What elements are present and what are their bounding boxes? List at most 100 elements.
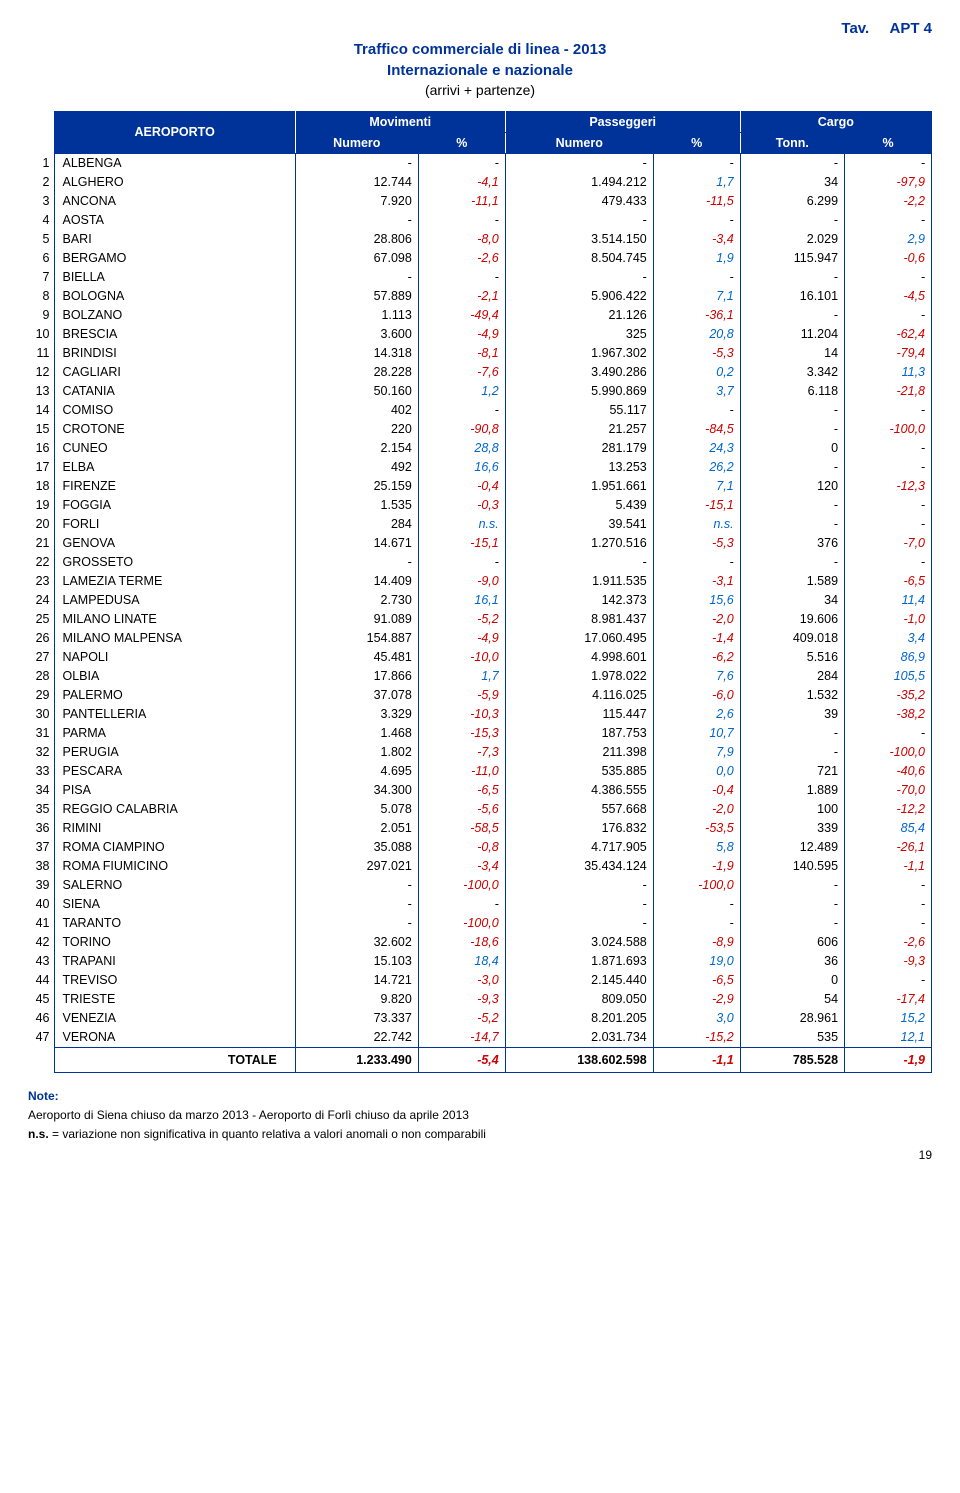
total-pax-pct: -1,1: [653, 1047, 740, 1072]
row-index: 6: [28, 249, 54, 268]
mov-num: 17.866: [295, 667, 418, 686]
row-index: 18: [28, 477, 54, 496]
cargo-pct: -: [845, 458, 932, 477]
pax-num: -: [505, 268, 653, 287]
table-row: 42TORINO32.602-18,63.024.588-8,9606-2,6: [28, 933, 932, 952]
cargo-pct: -: [845, 553, 932, 572]
table-body: 1ALBENGA------2ALGHERO12.744-4,11.494.21…: [28, 153, 932, 1072]
cargo-num: 5.516: [740, 648, 844, 667]
table-row: 17ELBA49216,613.25326,2--: [28, 458, 932, 477]
cargo-pct: -2,2: [845, 192, 932, 211]
row-index: 7: [28, 268, 54, 287]
title-line3: (arrivi + partenze): [28, 81, 932, 101]
row-index: 26: [28, 629, 54, 648]
pax-num: 5.990.869: [505, 382, 653, 401]
cargo-num: 6.299: [740, 192, 844, 211]
mov-pct: -7,6: [418, 363, 505, 382]
cargo-pct: -: [845, 914, 932, 933]
mov-pct: -90,8: [418, 420, 505, 439]
title-line1: Traffico commerciale di linea - 2013: [28, 39, 932, 60]
title-block: Traffico commerciale di linea - 2013 Int…: [28, 39, 932, 101]
mov-pct: n.s.: [418, 515, 505, 534]
airport-name: TREVISO: [54, 971, 295, 990]
airport-name: GENOVA: [54, 534, 295, 553]
cargo-num: 535: [740, 1028, 844, 1048]
table-row: 32PERUGIA1.802-7,3211.3987,9--100,0: [28, 743, 932, 762]
pax-num: 8.981.437: [505, 610, 653, 629]
table-row: 23LAMEZIA TERME14.409-9,01.911.535-3,11.…: [28, 572, 932, 591]
airport-name: MILANO MALPENSA: [54, 629, 295, 648]
col-movimenti: Movimenti: [295, 111, 505, 132]
mov-num: 3.329: [295, 705, 418, 724]
pax-num: 281.179: [505, 439, 653, 458]
cargo-num: -: [740, 268, 844, 287]
cargo-pct: -: [845, 211, 932, 230]
mov-pct: -49,4: [418, 306, 505, 325]
mov-pct: 28,8: [418, 439, 505, 458]
row-index: 10: [28, 325, 54, 344]
airport-name: CROTONE: [54, 420, 295, 439]
cargo-num: -: [740, 553, 844, 572]
mov-pct: -2,1: [418, 287, 505, 306]
table-row: 31PARMA1.468-15,3187.75310,7--: [28, 724, 932, 743]
cargo-pct: -35,2: [845, 686, 932, 705]
pax-pct: 19,0: [653, 952, 740, 971]
tav-label: Tav.: [841, 20, 869, 37]
mov-num: 35.088: [295, 838, 418, 857]
airport-name: CAGLIARI: [54, 363, 295, 382]
table-row: 11BRINDISI14.318-8,11.967.302-5,314-79,4: [28, 344, 932, 363]
total-cargo-pct: -1,9: [845, 1047, 932, 1072]
mov-pct: -15,3: [418, 724, 505, 743]
cargo-num: 12.489: [740, 838, 844, 857]
cargo-num: 34: [740, 591, 844, 610]
mov-pct: -: [418, 153, 505, 173]
tav-code: APT 4: [889, 20, 932, 37]
ns-abbrev: n.s.: [28, 1127, 49, 1141]
ns-def: = variazione non significativa in quanto…: [49, 1127, 486, 1141]
pax-num: 13.253: [505, 458, 653, 477]
airport-name: CATANIA: [54, 382, 295, 401]
airport-name: VENEZIA: [54, 1009, 295, 1028]
cargo-pct: 15,2: [845, 1009, 932, 1028]
mov-pct: 16,1: [418, 591, 505, 610]
cargo-num: 36: [740, 952, 844, 971]
mov-num: -: [295, 914, 418, 933]
cargo-num: 721: [740, 762, 844, 781]
row-index: 19: [28, 496, 54, 515]
mov-num: 73.337: [295, 1009, 418, 1028]
cargo-num: 54: [740, 990, 844, 1009]
cargo-num: 1.532: [740, 686, 844, 705]
pax-pct: -: [653, 895, 740, 914]
pax-num: 325: [505, 325, 653, 344]
col-cargo: Cargo: [740, 111, 931, 132]
cargo-num: 1.889: [740, 781, 844, 800]
pax-pct: 1,9: [653, 249, 740, 268]
row-index: 47: [28, 1028, 54, 1048]
airport-name: CUNEO: [54, 439, 295, 458]
pax-num: 4.386.555: [505, 781, 653, 800]
pax-num: 142.373: [505, 591, 653, 610]
pax-num: 2.031.734: [505, 1028, 653, 1048]
pax-pct: 7,9: [653, 743, 740, 762]
mov-num: 2.051: [295, 819, 418, 838]
mov-num: 402: [295, 401, 418, 420]
pax-num: 557.668: [505, 800, 653, 819]
mov-num: 14.721: [295, 971, 418, 990]
row-index: 30: [28, 705, 54, 724]
pax-pct: 10,7: [653, 724, 740, 743]
pax-num: 8.201.205: [505, 1009, 653, 1028]
airport-name: MILANO LINATE: [54, 610, 295, 629]
row-index: 5: [28, 230, 54, 249]
mov-num: 9.820: [295, 990, 418, 1009]
mov-pct: -5,9: [418, 686, 505, 705]
cargo-num: 284: [740, 667, 844, 686]
mov-num: 57.889: [295, 287, 418, 306]
mov-num: 2.730: [295, 591, 418, 610]
mov-num: 15.103: [295, 952, 418, 971]
airport-name: SALERNO: [54, 876, 295, 895]
cargo-num: -: [740, 401, 844, 420]
cargo-num: 115.947: [740, 249, 844, 268]
mov-num: 2.154: [295, 439, 418, 458]
airport-name: ANCONA: [54, 192, 295, 211]
cargo-pct: -1,0: [845, 610, 932, 629]
